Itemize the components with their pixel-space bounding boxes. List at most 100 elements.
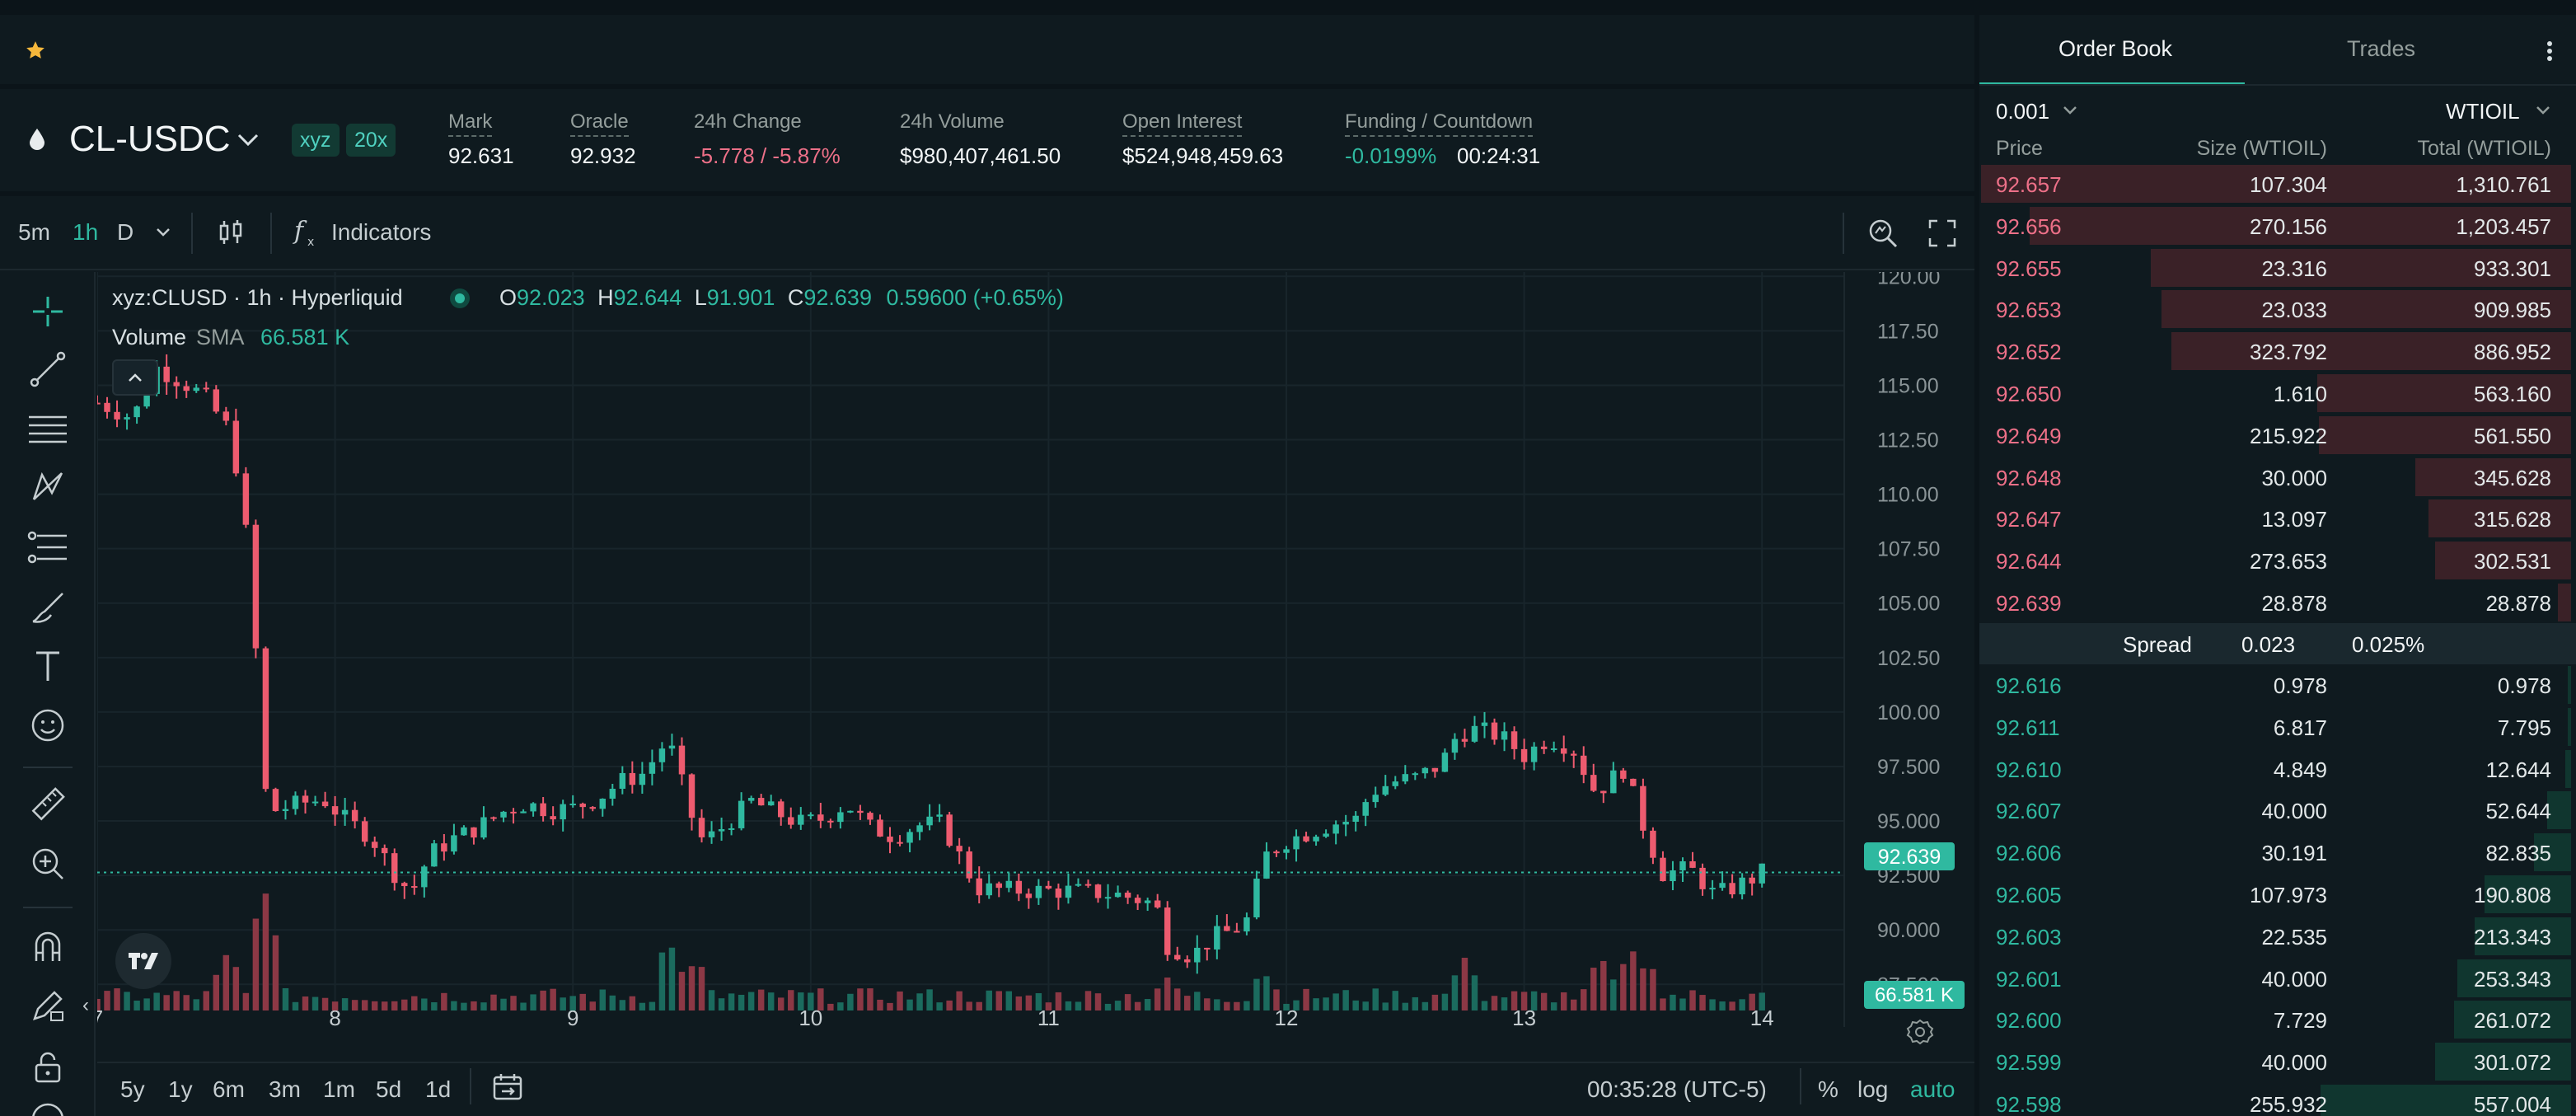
order-price: 92.601 <box>1996 966 2062 992</box>
ask-row[interactable]: 92.639 28.878 28.878 <box>1978 582 2571 623</box>
volume-bar <box>1332 993 1339 1010</box>
tab-order-book[interactable]: Order Book <box>2058 36 2173 61</box>
market-symbol[interactable]: CL-USDC <box>69 119 231 159</box>
candle-body <box>550 816 556 820</box>
more-options-icon[interactable] <box>2538 36 2561 66</box>
depth-bar <box>2547 791 2571 830</box>
volume-bar <box>1441 993 1449 1010</box>
scroll-left-icon[interactable]: ‹ <box>82 994 89 1016</box>
candle-body <box>1144 900 1151 903</box>
bid-row[interactable]: 92.601 40.000 253.343 <box>1978 958 2571 999</box>
calendar-range-icon[interactable] <box>489 1070 526 1104</box>
settings-icon[interactable] <box>1904 1015 1937 1048</box>
ask-row[interactable]: 92.656 270.156 1,203.457 <box>1978 205 2571 246</box>
crosshair-icon[interactable] <box>28 292 68 331</box>
order-total: 261.072 <box>2474 1008 2551 1034</box>
volume-bar <box>1709 999 1716 1010</box>
candle-body <box>1194 947 1201 963</box>
ask-row[interactable]: 92.648 30.000 345.628 <box>1978 457 2571 498</box>
range-1d[interactable]: 1d <box>425 1076 452 1102</box>
y-tick-label: 112.50 <box>1877 429 1939 452</box>
interval-5m[interactable]: 5m <box>18 219 50 245</box>
clock-text[interactable]: 00:35:28 (UTC-5) <box>1587 1076 1767 1102</box>
magnet-icon[interactable] <box>28 926 68 966</box>
bid-row[interactable]: 92.606 30.191 82.835 <box>1978 832 2571 873</box>
volume-value: $980,407,461.50 <box>900 143 1061 168</box>
tradingview-logo-icon[interactable] <box>115 933 171 989</box>
bid-row[interactable]: 92.599 40.000 301.072 <box>1978 1041 2571 1082</box>
ruler-icon[interactable] <box>28 785 68 824</box>
range-1y[interactable]: 1y <box>168 1076 193 1102</box>
zoom-in-icon[interactable] <box>28 844 68 884</box>
quick-search-icon[interactable] <box>1864 214 1902 252</box>
star-icon[interactable] <box>21 36 49 64</box>
ask-row[interactable]: 92.650 1.610 563.160 <box>1978 373 2571 414</box>
bid-row[interactable]: 92.607 40.000 52.644 <box>1978 790 2571 831</box>
trendline-icon[interactable] <box>28 349 68 389</box>
price-chart[interactable]: 120.00 117.50 115.00 112.50 110.00 107.50 105.… <box>97 272 1974 1027</box>
order-total: 1,203.457 <box>2456 213 2551 239</box>
ask-row[interactable]: 92.644 273.653 302.531 <box>1978 540 2571 581</box>
volume-bar <box>1451 975 1459 1010</box>
legend-c-label: C <box>787 285 804 310</box>
collapse-legend-button[interactable] <box>112 359 158 396</box>
ask-row[interactable]: 92.653 23.033 909.985 <box>1978 288 2571 330</box>
interval-d[interactable]: D <box>117 219 134 245</box>
bid-row[interactable]: 92.611 6.817 7.795 <box>1978 706 2571 748</box>
order-total: 557.004 <box>2474 1092 2551 1116</box>
range-3m[interactable]: 3m <box>269 1076 301 1102</box>
bid-row[interactable]: 92.610 4.849 12.644 <box>1978 748 2571 790</box>
interval-1h[interactable]: 1h <box>73 219 99 245</box>
tab-trades[interactable]: Trades <box>2347 36 2416 61</box>
log-toggle[interactable]: log <box>1857 1076 1889 1102</box>
indicators-button[interactable]: Indicators <box>331 219 432 245</box>
range-6m[interactable]: 6m <box>213 1076 245 1102</box>
candle-body <box>1214 926 1220 950</box>
ask-row[interactable]: 92.649 215.922 561.550 <box>1978 415 2571 456</box>
chevron-down-icon[interactable] <box>2533 102 2553 119</box>
ask-row[interactable]: 92.655 23.316 933.301 <box>1978 247 2571 288</box>
auto-toggle[interactable]: auto <box>1910 1076 1955 1102</box>
y-tick-label: 107.50 <box>1877 538 1940 561</box>
asset-select[interactable]: WTIOIL <box>2446 99 2520 124</box>
volume-bar <box>1263 976 1270 1010</box>
col-total: Total (WTIOIL) <box>2417 137 2551 160</box>
volume-bar <box>798 992 804 1010</box>
brush-icon[interactable] <box>28 587 68 626</box>
fullscreen-icon[interactable] <box>1925 216 1960 251</box>
lock-draw-icon[interactable] <box>28 986 68 1025</box>
pattern-icon[interactable] <box>28 467 68 506</box>
candle-body <box>1045 885 1052 889</box>
bid-row[interactable]: 92.603 22.535 213.343 <box>1978 916 2571 957</box>
volume-bar <box>1679 998 1686 1010</box>
eye-icon[interactable] <box>28 1101 68 1116</box>
ask-row[interactable]: 92.652 323.792 886.952 <box>1978 331 2571 372</box>
ask-row[interactable]: 92.657 107.304 1,310.761 <box>1978 163 2571 204</box>
range-1m[interactable]: 1m <box>323 1076 355 1102</box>
bid-row[interactable]: 92.598 255.932 557.004 <box>1978 1083 2571 1116</box>
bid-row[interactable]: 92.616 0.978 0.978 <box>1978 664 2571 706</box>
bid-row[interactable]: 92.600 7.729 261.072 <box>1978 999 2571 1040</box>
percent-toggle[interactable]: % <box>1818 1076 1838 1102</box>
ask-row[interactable]: 92.647 13.097 315.628 <box>1978 498 2571 539</box>
candle-body <box>341 809 349 815</box>
range-5y[interactable]: 5y <box>120 1076 145 1102</box>
text-icon[interactable] <box>28 646 68 686</box>
chevron-down-icon[interactable] <box>236 130 260 150</box>
emoji-icon[interactable] <box>28 706 68 745</box>
chevron-down-icon[interactable] <box>153 224 173 241</box>
range-5d[interactable]: 5d <box>376 1076 402 1102</box>
tick-size-select[interactable]: 0.001 <box>1996 99 2050 124</box>
candle-body <box>956 846 962 852</box>
horizontal-lines-icon[interactable] <box>26 409 69 448</box>
candle-body <box>837 812 844 823</box>
candle-type-icon[interactable] <box>214 216 247 249</box>
candle-body <box>1640 785 1646 831</box>
chevron-down-icon[interactable] <box>2060 102 2080 119</box>
bid-row[interactable]: 92.605 107.973 190.808 <box>1978 874 2571 915</box>
candle-body <box>1570 753 1577 756</box>
lock-icon[interactable] <box>28 1047 68 1086</box>
fib-icon[interactable] <box>26 528 69 567</box>
candle-body <box>1362 802 1369 816</box>
